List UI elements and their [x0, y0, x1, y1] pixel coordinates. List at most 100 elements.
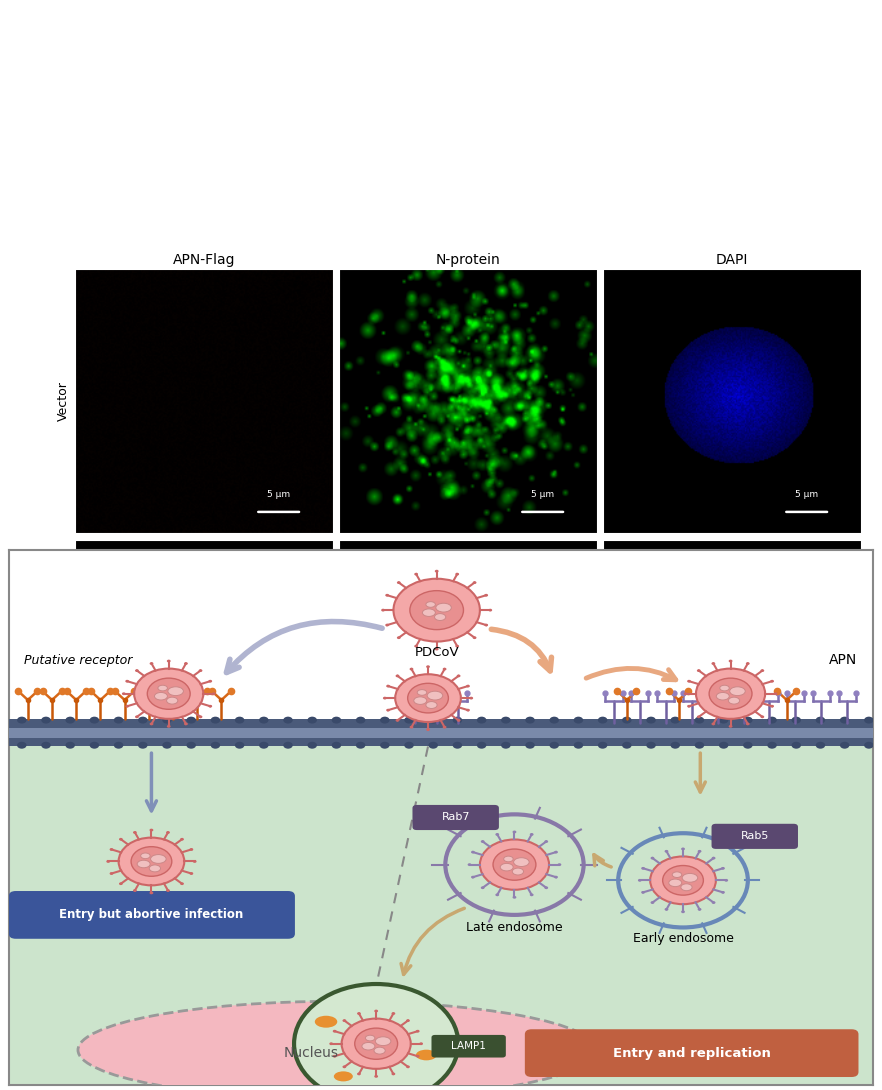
Circle shape: [162, 742, 172, 749]
Circle shape: [554, 875, 558, 879]
Ellipse shape: [435, 614, 445, 620]
Circle shape: [840, 742, 849, 749]
Ellipse shape: [376, 1037, 391, 1045]
Text: 5 μm: 5 μm: [796, 760, 818, 770]
Circle shape: [709, 678, 752, 710]
Circle shape: [719, 716, 729, 724]
Circle shape: [681, 848, 685, 850]
Circle shape: [150, 723, 153, 725]
Circle shape: [133, 831, 137, 834]
FancyBboxPatch shape: [9, 891, 295, 938]
Circle shape: [729, 659, 732, 663]
Circle shape: [374, 1009, 378, 1013]
Circle shape: [109, 872, 114, 875]
Circle shape: [638, 879, 642, 882]
Circle shape: [107, 860, 110, 863]
Circle shape: [332, 716, 341, 724]
Circle shape: [392, 1013, 395, 1015]
Ellipse shape: [729, 698, 740, 704]
Circle shape: [641, 891, 645, 894]
Circle shape: [721, 867, 725, 870]
Ellipse shape: [140, 853, 150, 859]
Circle shape: [407, 683, 448, 713]
Circle shape: [395, 719, 400, 722]
Circle shape: [385, 594, 389, 596]
Circle shape: [496, 833, 499, 836]
Circle shape: [406, 1019, 410, 1022]
Bar: [9, 718, 873, 747]
Text: 5 μm: 5 μm: [531, 489, 554, 499]
Circle shape: [443, 726, 446, 728]
Circle shape: [467, 863, 471, 867]
Circle shape: [186, 742, 196, 749]
Circle shape: [415, 1055, 420, 1057]
Circle shape: [530, 894, 534, 896]
Circle shape: [180, 838, 184, 840]
Circle shape: [134, 668, 203, 718]
Circle shape: [415, 645, 418, 647]
Circle shape: [526, 716, 534, 724]
Circle shape: [167, 725, 170, 728]
Circle shape: [166, 831, 170, 834]
Circle shape: [650, 857, 716, 905]
Circle shape: [544, 840, 548, 843]
Circle shape: [481, 840, 484, 843]
Circle shape: [455, 645, 460, 647]
Circle shape: [119, 838, 123, 840]
Ellipse shape: [426, 602, 436, 607]
Circle shape: [681, 910, 685, 913]
Circle shape: [162, 716, 172, 724]
Circle shape: [695, 742, 704, 749]
Circle shape: [386, 708, 390, 712]
Circle shape: [651, 901, 654, 904]
Ellipse shape: [729, 687, 745, 695]
Circle shape: [235, 742, 244, 749]
Circle shape: [469, 697, 473, 700]
Circle shape: [355, 1028, 398, 1059]
Circle shape: [397, 637, 400, 639]
Circle shape: [65, 716, 75, 724]
Circle shape: [477, 742, 486, 749]
Circle shape: [712, 662, 715, 665]
Circle shape: [697, 669, 700, 673]
Circle shape: [746, 662, 750, 665]
Circle shape: [211, 742, 220, 749]
Circle shape: [455, 572, 460, 576]
Circle shape: [466, 685, 470, 688]
Circle shape: [392, 1073, 395, 1075]
Text: 5 μm: 5 μm: [267, 760, 290, 770]
Circle shape: [651, 857, 654, 860]
FancyBboxPatch shape: [413, 804, 499, 831]
Ellipse shape: [374, 1047, 385, 1054]
Circle shape: [774, 692, 777, 695]
Circle shape: [211, 716, 220, 724]
Circle shape: [501, 742, 511, 749]
Circle shape: [816, 716, 826, 724]
Ellipse shape: [720, 686, 729, 691]
Circle shape: [259, 716, 268, 724]
Circle shape: [374, 1075, 378, 1078]
Ellipse shape: [78, 1002, 596, 1090]
Ellipse shape: [151, 855, 166, 863]
Title: N-protein: N-protein: [436, 253, 500, 267]
Circle shape: [530, 833, 534, 836]
Circle shape: [385, 623, 389, 627]
Circle shape: [729, 725, 732, 728]
Circle shape: [724, 879, 729, 882]
Circle shape: [687, 680, 691, 682]
Ellipse shape: [426, 702, 437, 708]
Circle shape: [712, 901, 715, 904]
Circle shape: [166, 889, 170, 892]
Circle shape: [598, 716, 608, 724]
Ellipse shape: [669, 879, 682, 886]
Circle shape: [109, 848, 114, 851]
Circle shape: [212, 692, 215, 695]
Circle shape: [190, 872, 193, 875]
Text: 5 μm: 5 μm: [531, 760, 554, 770]
Circle shape: [573, 716, 583, 724]
Circle shape: [419, 1042, 423, 1045]
Circle shape: [125, 705, 129, 707]
Ellipse shape: [422, 609, 436, 617]
Circle shape: [684, 692, 687, 695]
Circle shape: [452, 742, 462, 749]
